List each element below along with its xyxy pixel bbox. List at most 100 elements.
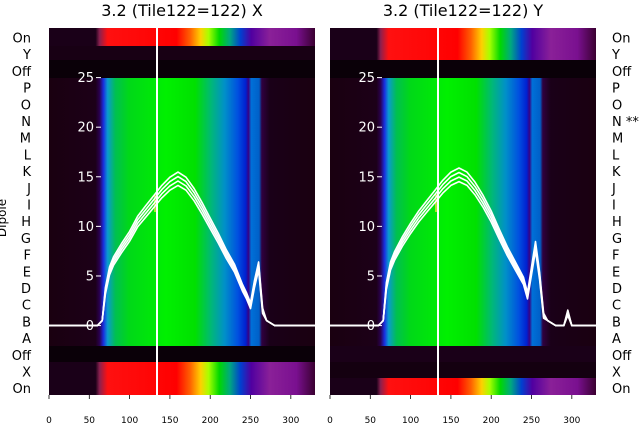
dipole-label: D [21, 282, 31, 297]
x-tick-label: 200 [202, 416, 219, 426]
dipole-label: On [13, 32, 31, 47]
dipole-label: F [612, 249, 619, 264]
y-tick-label: 10 [358, 220, 375, 235]
overlay-y-ticks: 0 5 10 15 20 25 [77, 71, 101, 334]
dipole-label: L [612, 148, 620, 163]
x-tick-label: 250 [242, 416, 259, 426]
x-tick-label: 150 [161, 416, 178, 426]
dipole-label: G [21, 232, 31, 247]
y-tick-label: 25 [358, 71, 375, 86]
heatmap-row-off-bottom [330, 346, 596, 362]
dipole-label: K [612, 165, 621, 180]
x-tick-label: 0 [46, 416, 52, 426]
y-tick-label: 0 [367, 319, 375, 334]
dipole-label: H [21, 215, 31, 230]
dipole-label: M [612, 132, 623, 147]
heatmap-row-on-top [49, 28, 315, 46]
overlay-trace [49, 171, 315, 327]
overlay-trace [330, 167, 596, 327]
y-tick-label: 5 [367, 269, 375, 284]
x-tick-label: 250 [523, 416, 540, 426]
dipole-label: F [24, 249, 31, 264]
y-tick-label: 25 [77, 71, 94, 86]
x-tick-label: 100 [121, 416, 138, 426]
x-tick-label: 300 [282, 416, 299, 426]
panel-x: 3.2 (Tile122=122) X Dipole 0 5 10 15 20 25 On… [0, 1, 315, 426]
y-tick-label: 20 [358, 121, 375, 136]
heatmap-row-x [330, 362, 596, 378]
panel-title: 3.2 (Tile122=122) X [101, 1, 263, 20]
heatmap-row-on-bottom [49, 362, 315, 395]
dipole-label: Off [12, 65, 32, 80]
heatmap-area [330, 28, 596, 395]
y-tick-label: 5 [86, 269, 94, 284]
heatmap-area [49, 28, 315, 395]
dipole-label: M [20, 132, 31, 147]
heatmap-row-off-top [49, 60, 315, 78]
x-axis-ticks: 0 50 100 150 200 250 300 [46, 395, 300, 426]
dipole-label: B [22, 315, 31, 330]
heatmap-row-off-bottom [49, 346, 315, 362]
dipole-label: A [22, 332, 31, 347]
overlay-series [330, 167, 596, 327]
dipole-label: C [612, 299, 621, 314]
x-tick-label: 100 [402, 416, 419, 426]
dipole-label: L [24, 148, 32, 163]
dipole-label: J [26, 182, 31, 197]
dipole-label: I [612, 199, 616, 214]
x-tick-label: 0 [327, 416, 333, 426]
x-tick-label: 150 [442, 416, 459, 426]
y-tick-label: 20 [77, 121, 94, 136]
y-axis-label: Dipole [0, 199, 9, 237]
dipole-label: P [23, 82, 31, 97]
dipole-label: Off [12, 349, 32, 364]
heatmap-row-on-bottom [330, 378, 596, 395]
dipole-label: On [612, 32, 630, 47]
dipole-label: E [612, 265, 620, 280]
dipole-label: C [22, 299, 31, 314]
heatmap-row-on-top [330, 28, 596, 60]
dipole-label: Off [612, 349, 632, 364]
y-tick-label: 0 [86, 319, 94, 334]
dipole-label: On [612, 382, 630, 397]
dipole-label: K [22, 165, 31, 180]
x-tick-label: 200 [483, 416, 500, 426]
heatmap-dipole-rows [49, 78, 315, 346]
x-tick-label: 50 [365, 416, 377, 426]
overlay-series [49, 171, 315, 327]
dipole-label: On [13, 382, 31, 397]
y-tick-label: 15 [358, 170, 375, 185]
dipole-label: H [612, 215, 622, 230]
overlay-y-ticks: 0 5 10 15 20 25 [358, 71, 382, 334]
x-axis-ticks: 0 50 100 150 200 250 300 [327, 395, 581, 426]
dipole-label: X [612, 366, 621, 381]
y-tick-label: 10 [77, 220, 94, 235]
dipole-label: O [21, 98, 31, 113]
dipole-label: B [612, 315, 621, 330]
dipole-label: P [612, 82, 620, 97]
dipole-label: N [21, 115, 31, 130]
dipole-label: Off [612, 65, 632, 80]
y-tick-label: 15 [77, 170, 94, 185]
heatmap-row-y [49, 46, 315, 60]
panel-title: 3.2 (Tile122=122) Y [383, 1, 544, 20]
heatmap-row-off-top [330, 60, 596, 78]
dipole-label: Y [611, 48, 620, 63]
heatmap-dipole-rows [330, 78, 596, 346]
dipole-label: A [612, 332, 621, 347]
x-tick-label: 300 [563, 416, 580, 426]
dipole-label: I [27, 199, 31, 214]
dipole-label: D [612, 282, 622, 297]
dipole-label: O [612, 98, 622, 113]
dipole-label: N ** [612, 115, 639, 130]
dipole-label: X [22, 366, 31, 381]
dipole-label: Y [22, 48, 31, 63]
dipole-label: J [611, 182, 616, 197]
dipole-label: G [612, 232, 622, 247]
x-tick-label: 50 [84, 416, 96, 426]
